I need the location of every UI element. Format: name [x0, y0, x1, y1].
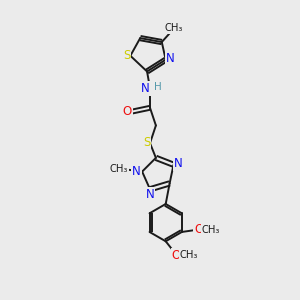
Text: S: S: [143, 136, 150, 148]
Text: O: O: [172, 249, 181, 262]
Text: S: S: [123, 49, 130, 62]
Text: CH₃: CH₃: [202, 225, 220, 235]
Text: N: N: [132, 165, 141, 178]
Text: N: N: [146, 188, 154, 201]
Text: N: N: [166, 52, 174, 65]
Text: O: O: [122, 105, 132, 118]
Text: N: N: [174, 157, 183, 170]
Text: CH₃: CH₃: [164, 23, 183, 33]
Text: H: H: [154, 82, 161, 92]
Text: N: N: [141, 82, 150, 95]
Text: CH₃: CH₃: [110, 164, 128, 174]
Text: CH₃: CH₃: [179, 250, 198, 260]
Text: O: O: [194, 224, 203, 236]
